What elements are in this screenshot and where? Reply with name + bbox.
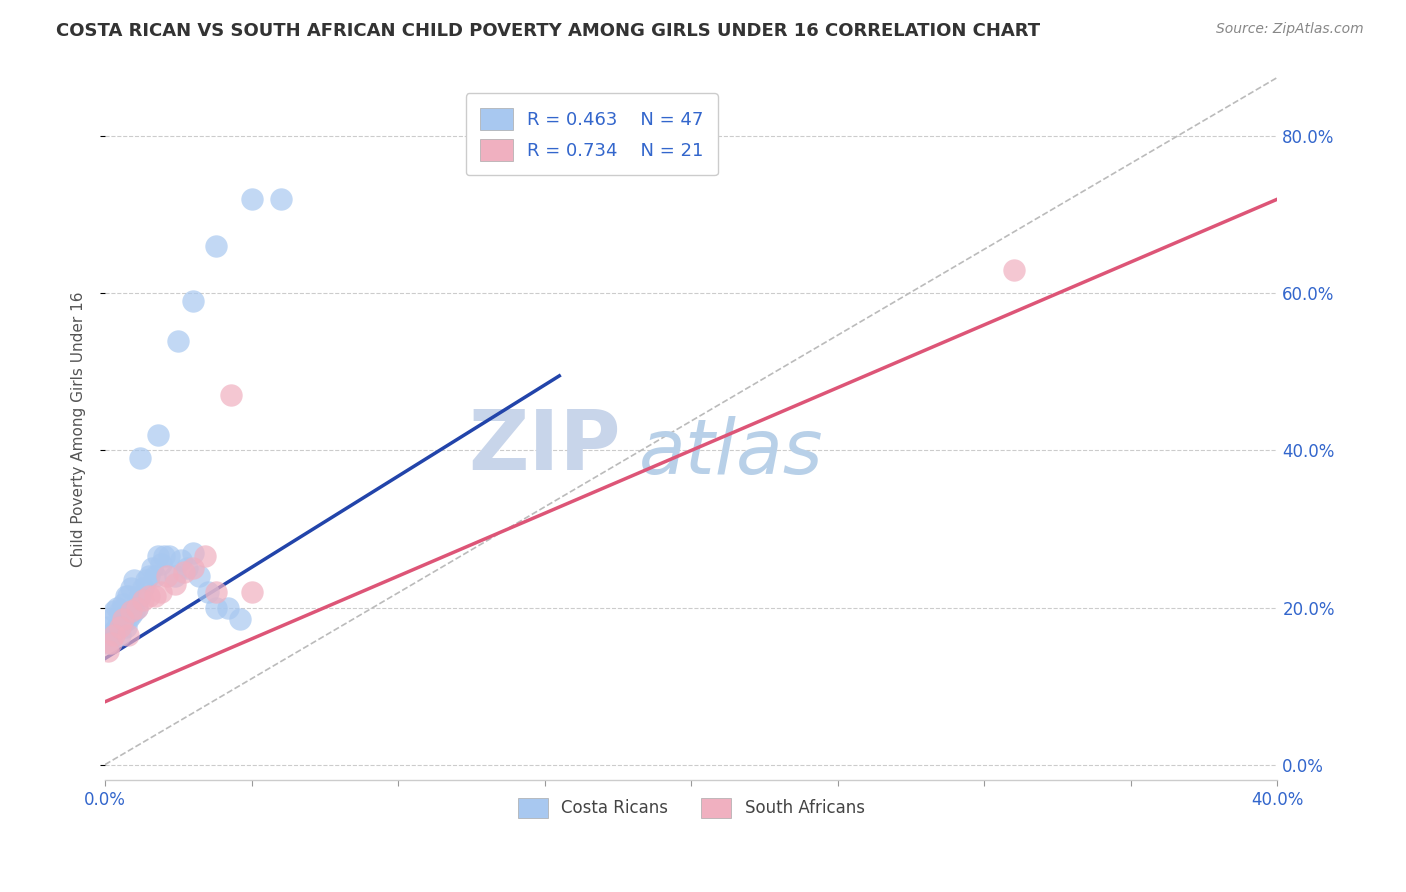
Point — [120, 581, 142, 595]
Point — [159, 549, 181, 564]
Point — [143, 569, 166, 583]
Point — [135, 573, 157, 587]
Point — [111, 612, 134, 626]
Point — [120, 608, 142, 623]
Point — [117, 589, 139, 603]
Point — [103, 624, 125, 638]
Point — [143, 589, 166, 603]
Point — [181, 561, 204, 575]
Point — [138, 589, 160, 603]
Point — [111, 616, 134, 631]
Point — [149, 584, 172, 599]
Point — [105, 600, 128, 615]
Point — [100, 632, 122, 646]
Legend: Costa Ricans, South Africans: Costa Ricans, South Africans — [510, 791, 872, 825]
Point — [124, 604, 146, 618]
Point — [165, 569, 187, 583]
Text: COSTA RICAN VS SOUTH AFRICAN CHILD POVERTY AMONG GIRLS UNDER 16 CORRELATION CHAR: COSTA RICAN VS SOUTH AFRICAN CHILD POVER… — [56, 22, 1040, 40]
Point — [240, 584, 263, 599]
Point — [141, 561, 163, 575]
Point — [97, 620, 120, 634]
Point — [103, 604, 125, 618]
Point — [229, 612, 252, 626]
Point — [181, 294, 204, 309]
Point — [176, 561, 198, 575]
Point — [124, 573, 146, 587]
Y-axis label: Child Poverty Among Girls Under 16: Child Poverty Among Girls Under 16 — [72, 291, 86, 566]
Point — [205, 584, 228, 599]
Point — [117, 628, 139, 642]
Point — [170, 553, 193, 567]
Point — [127, 600, 149, 615]
Point — [1002, 263, 1025, 277]
Point — [132, 592, 155, 607]
Point — [205, 600, 228, 615]
Point — [270, 192, 292, 206]
Point — [173, 565, 195, 579]
Point — [219, 388, 242, 402]
Point — [138, 569, 160, 583]
Point — [146, 427, 169, 442]
Point — [155, 569, 177, 583]
Point — [114, 589, 136, 603]
Text: atlas: atlas — [638, 417, 823, 491]
Point — [132, 581, 155, 595]
Point — [117, 612, 139, 626]
Point — [105, 620, 128, 634]
Point — [120, 604, 142, 618]
Point — [197, 584, 219, 599]
Point — [97, 644, 120, 658]
Point — [194, 549, 217, 564]
Point — [108, 604, 131, 618]
Point — [240, 192, 263, 206]
Point — [217, 600, 239, 615]
Point — [187, 569, 209, 583]
Point — [100, 612, 122, 626]
Point — [181, 545, 204, 559]
Text: ZIP: ZIP — [468, 406, 621, 487]
Point — [129, 589, 152, 603]
Point — [129, 451, 152, 466]
Point — [149, 558, 172, 572]
Point — [167, 334, 190, 348]
Point — [111, 597, 134, 611]
Point — [97, 636, 120, 650]
Point — [165, 577, 187, 591]
Point — [127, 600, 149, 615]
Point — [152, 549, 174, 564]
Text: Source: ZipAtlas.com: Source: ZipAtlas.com — [1216, 22, 1364, 37]
Point — [108, 628, 131, 642]
Point — [103, 628, 125, 642]
Point — [205, 239, 228, 253]
Point — [114, 620, 136, 634]
Point — [146, 549, 169, 564]
Point — [100, 636, 122, 650]
Point — [108, 620, 131, 634]
